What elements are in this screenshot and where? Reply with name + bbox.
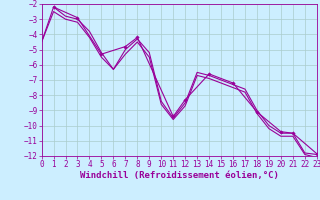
X-axis label: Windchill (Refroidissement éolien,°C): Windchill (Refroidissement éolien,°C) [80, 171, 279, 180]
